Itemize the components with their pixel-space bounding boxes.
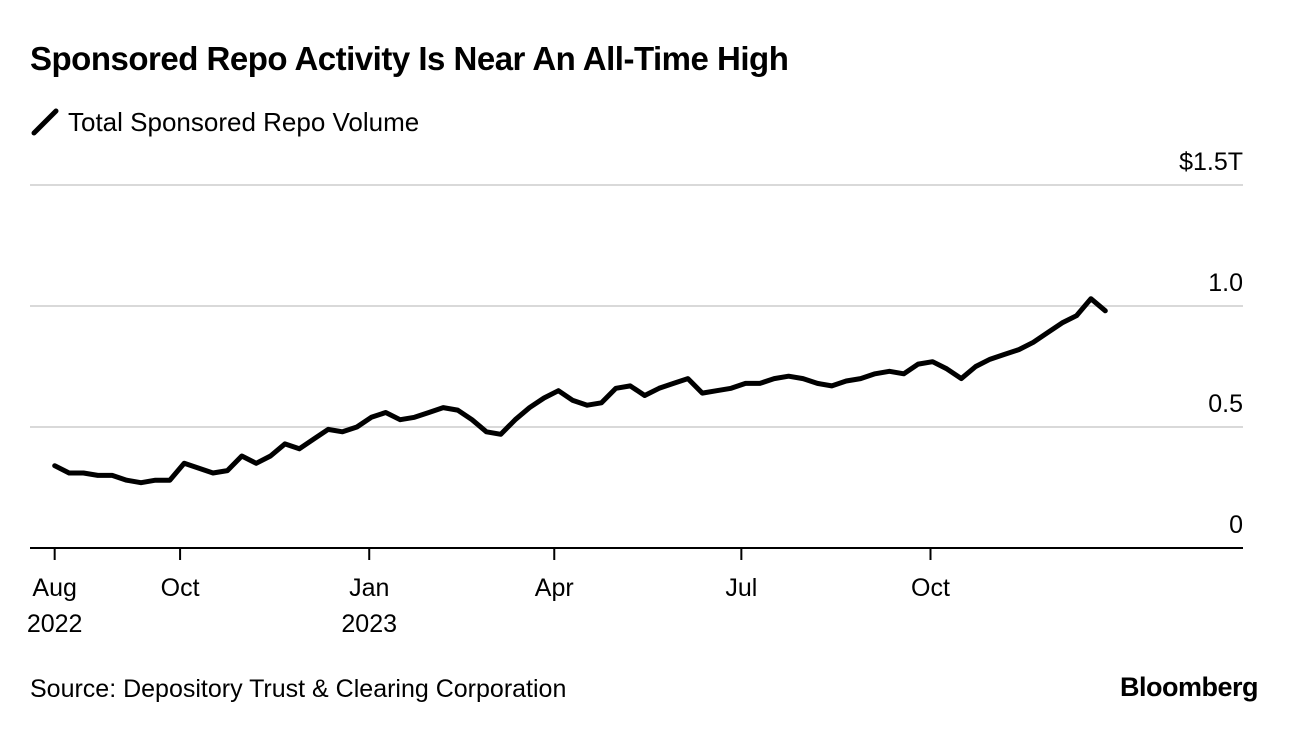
y-axis-labels: 0 0.5 1.0 $1.5T — [1179, 148, 1243, 539]
y-tick-label: 0.5 — [1208, 390, 1243, 418]
y-tick-label: $1.5T — [1179, 148, 1243, 176]
chart-title: Sponsored Repo Activity Is Near An All-T… — [30, 40, 789, 77]
x-tick-year-label: 2023 — [341, 610, 397, 638]
source-note: Source: Depository Trust & Clearing Corp… — [30, 675, 567, 703]
x-tick-label: Oct — [161, 574, 200, 602]
series-line-total-sponsored-repo-volume — [52, 296, 1108, 486]
x-tick-label: Oct — [911, 574, 950, 602]
legend: Total Sponsored Repo Volume — [30, 106, 419, 138]
bloomberg-logo: Bloomberg — [1119, 672, 1259, 702]
x-tick-label: Aug — [32, 574, 76, 602]
y-tick-label: 0 — [1229, 511, 1243, 539]
gridlines — [30, 184, 1243, 428]
y-tick-label: 1.0 — [1208, 269, 1243, 297]
series-layer — [52, 296, 1108, 486]
x-tick-label: Jul — [725, 574, 757, 602]
x-tick-year-label: 2022 — [27, 610, 83, 638]
x-tick-label: Jan — [349, 574, 389, 602]
x-axis: Aug 2022 Oct Jan 2023 Apr Jul Oct — [27, 547, 1243, 638]
x-tick-label: Apr — [535, 574, 574, 602]
legend-label: Total Sponsored Repo Volume — [68, 106, 420, 137]
legend-line-icon — [31, 108, 59, 136]
line-chart: 0 0.5 1.0 $1.5T Aug 2022 Oct Jan 2023 Apr Jul Oct — [27, 148, 1243, 638]
